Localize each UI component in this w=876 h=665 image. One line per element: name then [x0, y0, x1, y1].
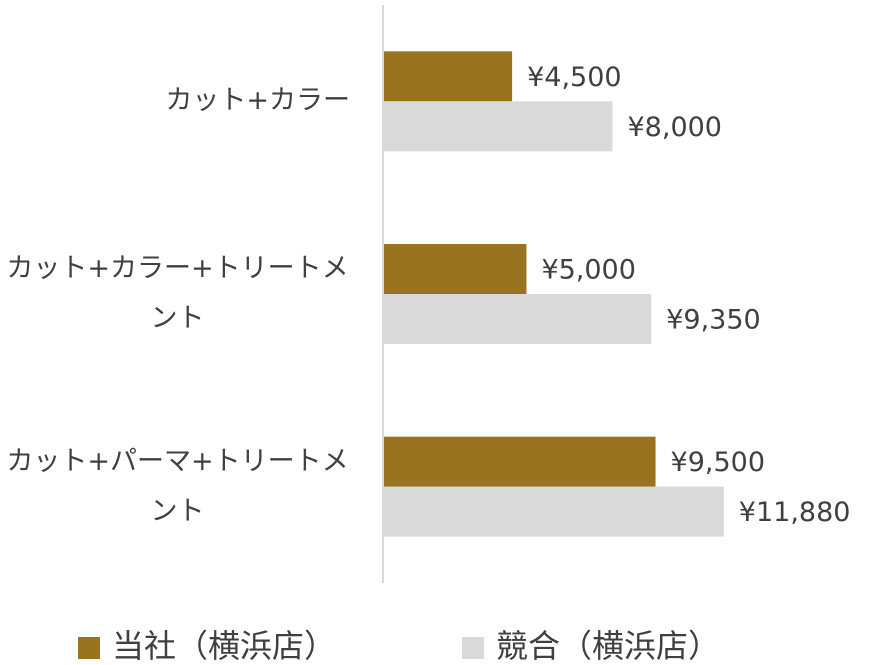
data-label: ¥8,000: [628, 112, 722, 143]
bar: [383, 51, 513, 102]
data-label: ¥5,000: [541, 255, 635, 286]
bar: [383, 294, 652, 344]
legend-label: 競合（横浜店）: [496, 627, 720, 665]
category-label-box: カット+カラー: [5, 76, 350, 126]
legend-swatch: [462, 637, 484, 659]
category-label-box: カット+カラー+トリートメント: [5, 244, 350, 344]
category-label-box: カット+パーマ+トリートメント: [5, 437, 350, 537]
y-tick-label: カット+パーマ+トリートメント: [6, 445, 349, 527]
bar: [383, 244, 527, 294]
data-label: ¥9,500: [671, 447, 765, 478]
data-label: ¥4,500: [527, 62, 621, 93]
y-tick-label: カット+カラー+トリートメント: [6, 253, 349, 334]
legend-swatch: [78, 637, 100, 659]
data-label: ¥11,880: [739, 497, 851, 528]
bar: [383, 486, 724, 537]
data-label: ¥9,350: [666, 305, 760, 336]
bar: [383, 101, 613, 152]
legend-label: 当社（横浜店）: [112, 627, 336, 665]
y-tick-label: カット+カラー: [165, 85, 350, 117]
bar: [383, 436, 656, 487]
